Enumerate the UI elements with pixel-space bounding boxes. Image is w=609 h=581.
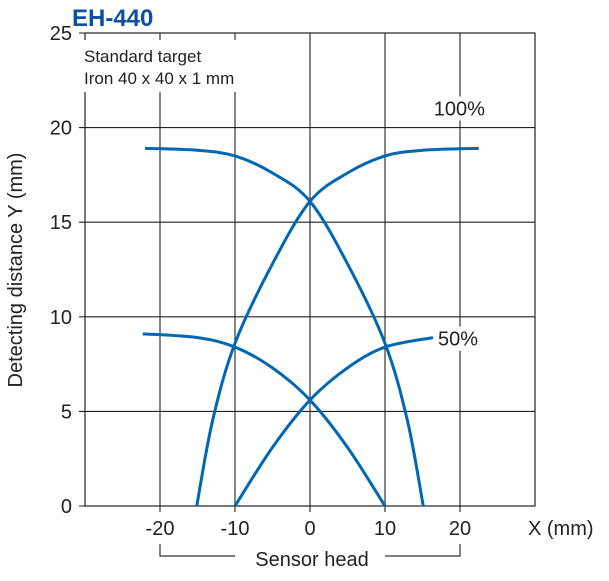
x-tick-label: 20 [449, 518, 471, 540]
sensor-head-bracket [159, 544, 461, 557]
series-curve-100pct-0 [144, 146, 425, 507]
y-tick-label: 10 [50, 307, 72, 329]
y-tick-label: 20 [50, 118, 72, 140]
y-tick-label: 25 [50, 23, 72, 45]
series-curve-50pct-0 [142, 332, 387, 507]
x-axis-label: X (mm) [528, 518, 594, 540]
x-tick-label: -10 [221, 518, 250, 540]
chart-title: EH-440 [72, 5, 153, 32]
annotation-line-2: Iron 40 x 40 x 1 mm [84, 69, 234, 88]
y-tick-label: 0 [61, 496, 72, 518]
annotation-line-1: Standard target [84, 47, 201, 66]
series-curve-50pct-1 [233, 336, 434, 507]
series-curve-100pct-1 [195, 146, 479, 507]
y-tick-label: 15 [50, 212, 72, 234]
y-tick-label: 5 [61, 401, 72, 423]
series-label: 100% [434, 98, 485, 120]
bracket-label: Sensor head [255, 549, 368, 571]
x-tick-label: 0 [304, 518, 315, 540]
x-tick-label: -20 [146, 518, 175, 540]
x-tick-label: 10 [374, 518, 396, 540]
series-label: 50% [438, 329, 478, 351]
y-axis-label: Detecting distance Y (mm) [5, 153, 27, 388]
